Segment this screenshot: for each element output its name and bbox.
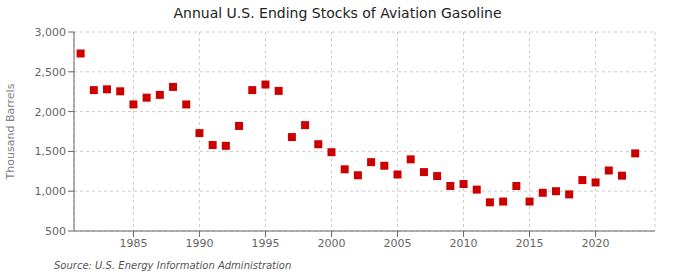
svg-text:2020: 2020 xyxy=(582,237,610,250)
svg-text:3,000: 3,000 xyxy=(35,26,67,39)
svg-text:2010: 2010 xyxy=(450,237,478,250)
svg-text:2015: 2015 xyxy=(516,237,544,250)
svg-text:2005: 2005 xyxy=(384,237,412,250)
svg-text:2000: 2000 xyxy=(317,237,345,250)
svg-text:1985: 1985 xyxy=(119,237,147,250)
svg-text:Thousand Barrels: Thousand Barrels xyxy=(8,83,17,180)
svg-text:2,000: 2,000 xyxy=(35,106,67,119)
svg-text:2,500: 2,500 xyxy=(35,66,67,79)
svg-text:1995: 1995 xyxy=(251,237,279,250)
svg-text:1,500: 1,500 xyxy=(35,145,67,158)
html-text:Annual U.S. Ending Stocks of A: Annual U.S. Ending Stocks of Aviation Ga… xyxy=(173,5,502,21)
svg-text:500: 500 xyxy=(45,225,66,238)
html-text:Source: U.S. Energy Informatio: Source: U.S. Energy Information Administ… xyxy=(54,260,292,271)
svg-text:1,000: 1,000 xyxy=(35,185,67,198)
svg-text:1990: 1990 xyxy=(185,237,213,250)
